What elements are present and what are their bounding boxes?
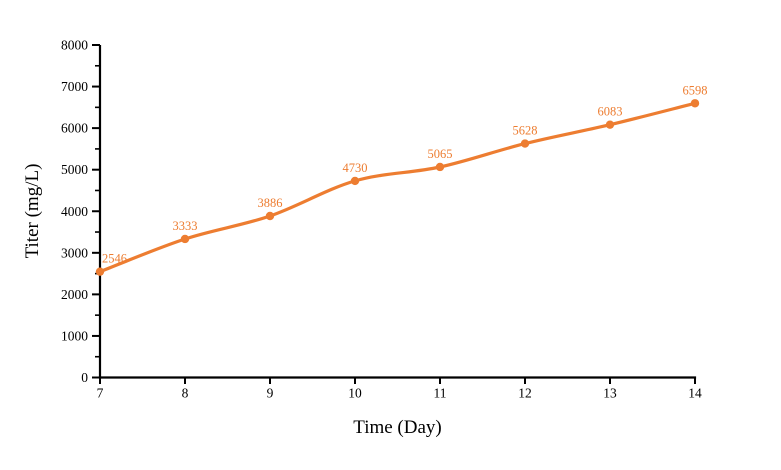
- data-point-day-13: [605, 120, 615, 129]
- data-label: 2546: [102, 252, 127, 266]
- data-label: 5065: [428, 147, 453, 161]
- y-tick-label: 7000: [61, 79, 88, 94]
- data-point-day-10: [350, 176, 360, 186]
- data-label: 6083: [598, 105, 623, 119]
- x-tick-label: 12: [518, 386, 532, 401]
- y-tick-label: 2000: [61, 287, 88, 302]
- data-label: 6598: [683, 83, 708, 97]
- x-tick-label: 8: [182, 386, 189, 401]
- y-tick-label: 1000: [61, 328, 88, 343]
- y-tick-label: 3000: [61, 245, 88, 260]
- x-tick-label: 10: [348, 386, 362, 401]
- y-tick-label: 5000: [61, 162, 88, 177]
- y-tick-label: 0: [81, 370, 88, 385]
- data-label: 3886: [258, 196, 283, 210]
- data-point-day-9: [265, 211, 275, 221]
- x-axis-title: Time (Day): [353, 417, 442, 438]
- y-tick-label: 6000: [61, 121, 88, 136]
- data-point-day-11: [435, 162, 445, 172]
- x-tick-label: 13: [603, 386, 617, 401]
- titer-series-line: [98, 101, 697, 274]
- x-tick-label: 9: [267, 386, 274, 401]
- data-label: 4730: [343, 161, 368, 175]
- data-point-day-12: [520, 139, 530, 148]
- data-point-day-14: [690, 99, 700, 108]
- x-tick-label: 14: [688, 386, 702, 401]
- data-label: 3333: [173, 219, 198, 233]
- y-tick-label: 8000: [61, 38, 88, 53]
- data-point-day-7: [95, 267, 105, 276]
- data-label: 5628: [513, 124, 538, 138]
- y-axis-title: Titer (mg/L): [22, 163, 43, 259]
- data-point-day-8: [180, 234, 190, 244]
- x-tick-label: 7: [97, 386, 104, 401]
- y-tick-label: 4000: [61, 204, 88, 219]
- x-tick-label: 11: [434, 386, 447, 401]
